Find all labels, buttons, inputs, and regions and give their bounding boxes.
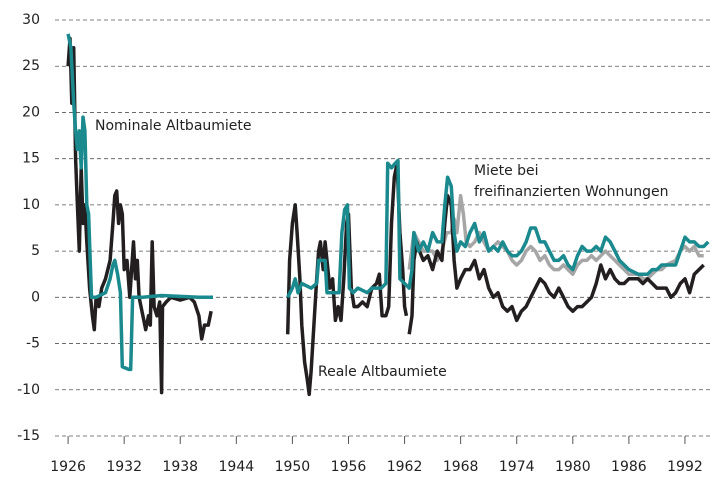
y-tick-label: 20 bbox=[22, 104, 40, 120]
x-tick-label: 1980 bbox=[555, 459, 591, 475]
y-tick-label: 10 bbox=[22, 197, 40, 213]
y-tick-label: -5 bbox=[26, 336, 40, 352]
y-tick-label: 5 bbox=[31, 243, 40, 259]
series-line bbox=[66, 36, 705, 397]
y-tick-label: 25 bbox=[22, 58, 40, 74]
series-label: Miete bei freifinanzierten Wohnungen bbox=[474, 163, 669, 200]
series-label: Reale Altbaumiete bbox=[318, 364, 447, 380]
x-tick-label: 1968 bbox=[443, 459, 479, 475]
x-tick-label: 1950 bbox=[275, 459, 311, 475]
x-tick-label: 1986 bbox=[611, 459, 647, 475]
x-tick-label: 1932 bbox=[106, 459, 142, 475]
x-tick-label: 1974 bbox=[499, 459, 535, 475]
y-tick-label: 0 bbox=[31, 289, 40, 305]
series-line bbox=[66, 33, 710, 372]
x-tick-label: 1992 bbox=[667, 459, 703, 475]
y-tick-label: -10 bbox=[17, 382, 40, 398]
x-tick-label: 1926 bbox=[50, 459, 86, 475]
x-tick-label: 1962 bbox=[387, 459, 423, 475]
y-tick-label: 15 bbox=[22, 151, 40, 167]
x-tick-label: 1956 bbox=[331, 459, 367, 475]
x-tick-label: 1944 bbox=[219, 459, 255, 475]
y-tick-label: 30 bbox=[22, 12, 40, 28]
y-tick-label: -15 bbox=[17, 428, 40, 444]
series-line bbox=[407, 193, 704, 281]
x-tick-label: 1938 bbox=[162, 459, 198, 475]
series-label: Nominale Altbaumiete bbox=[95, 118, 252, 134]
